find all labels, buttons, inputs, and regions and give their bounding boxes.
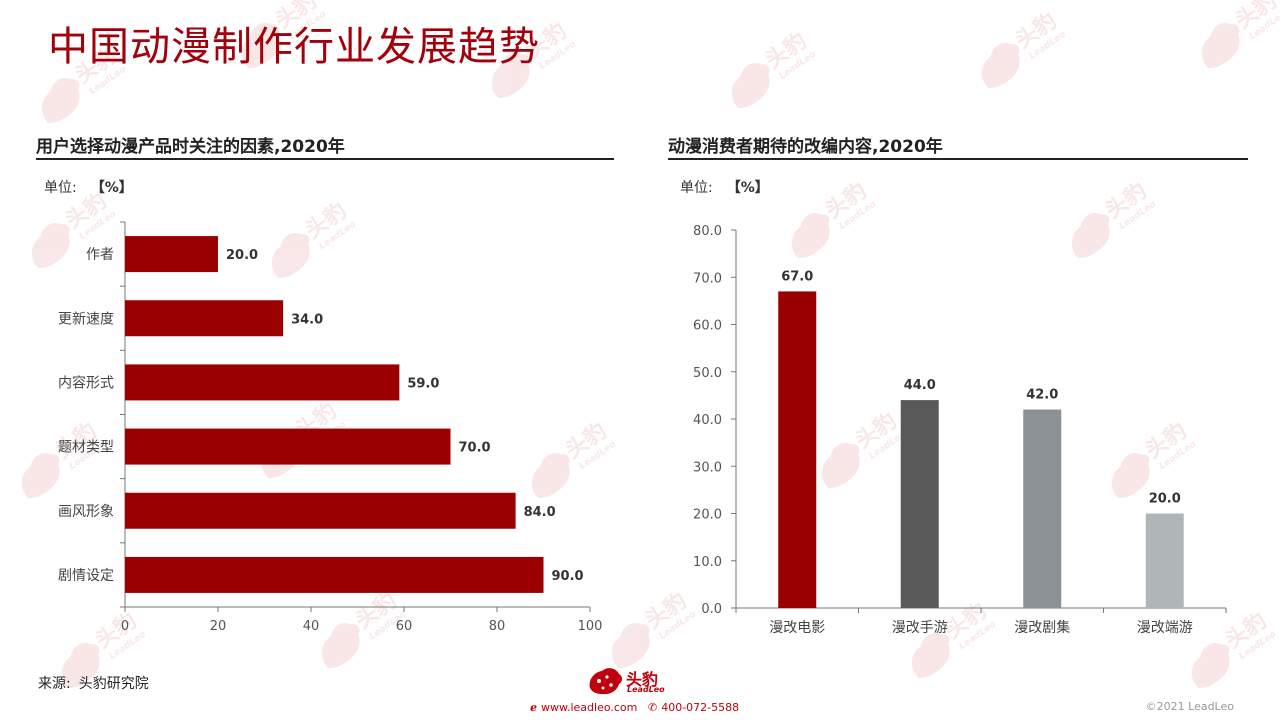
data-label: 44.0 bbox=[904, 378, 936, 393]
horizontal-bar-chart: 0 20 40 60 80 100 作者 20.0 更新速度 34.0 内容形式 59.0 题材类型 70… bbox=[58, 221, 603, 634]
x-tick-label: 80 bbox=[489, 619, 506, 634]
data-label: 90.0 bbox=[552, 569, 584, 584]
logo-text-cn: 头豹 bbox=[626, 670, 659, 689]
source-note: 来源: 头豹研究院 bbox=[38, 673, 149, 693]
right-chart-title-rule bbox=[668, 158, 1248, 160]
page-title: 中国动漫制作行业发展趋势 bbox=[48, 24, 540, 70]
left-chart-title-rule bbox=[36, 158, 614, 160]
y-tick-label: 70.0 bbox=[693, 271, 722, 286]
category-label: 漫改电影 bbox=[769, 620, 825, 636]
category-label: 漫改手游 bbox=[892, 620, 948, 636]
bar bbox=[1023, 409, 1062, 608]
vertical-bar-chart: 0.0 10.0 20.0 30.0 40.0 50.0 60.0 70.0 80.0 67.0 漫… bbox=[693, 224, 1227, 636]
y-tick-label: 60.0 bbox=[693, 319, 722, 334]
y-tick-label: 10.0 bbox=[693, 555, 722, 570]
phone-icon: ✆ bbox=[648, 701, 658, 714]
category-label: 内容形式 bbox=[58, 374, 114, 391]
data-label: 20.0 bbox=[1149, 492, 1181, 507]
y-tick-label: 40.0 bbox=[693, 413, 722, 428]
bar bbox=[125, 492, 516, 529]
source-value: 头豹研究院 bbox=[78, 676, 149, 692]
y-tick-label: 0.0 bbox=[701, 602, 722, 617]
data-label: 59.0 bbox=[407, 376, 439, 391]
bar bbox=[125, 428, 451, 465]
bar bbox=[125, 364, 400, 401]
y-tick-label: 30.0 bbox=[693, 460, 722, 475]
bar bbox=[1145, 513, 1184, 608]
x-tick-label: 60 bbox=[396, 619, 413, 634]
left-unit-value: 【%】 bbox=[90, 180, 133, 196]
leopard-logo-icon bbox=[589, 668, 622, 695]
footer-website[interactable]: ℯ www.leadleo.com bbox=[530, 701, 637, 714]
y-tick-label: 50.0 bbox=[693, 366, 722, 381]
data-label: 20.0 bbox=[226, 248, 258, 263]
x-tick-label: 40 bbox=[303, 619, 320, 634]
leadleo-logo: 头豹 LeadLeo bbox=[586, 664, 676, 700]
category-label: 画风形象 bbox=[58, 504, 114, 520]
bar bbox=[125, 236, 218, 273]
x-tick-label: 20 bbox=[210, 619, 227, 634]
web-icon: ℯ bbox=[530, 701, 537, 714]
category-label: 漫改端游 bbox=[1137, 620, 1193, 636]
category-label: 剧情设定 bbox=[58, 568, 114, 584]
data-label: 67.0 bbox=[781, 269, 813, 284]
data-label: 34.0 bbox=[291, 312, 323, 327]
left-chart-title: 用户选择动漫产品时关注的因素,2020年 bbox=[36, 137, 345, 157]
category-label: 漫改剧集 bbox=[1014, 619, 1070, 636]
right-chart-title: 动漫消费者期待的改编内容,2020年 bbox=[668, 137, 943, 157]
right-unit-value: 【%】 bbox=[726, 180, 769, 196]
right-unit: 单位: 【%】 bbox=[680, 177, 769, 197]
logo-text-en: LeadLeo bbox=[627, 685, 665, 694]
right-unit-label: 单位: bbox=[680, 180, 713, 196]
bar bbox=[125, 556, 544, 593]
bar bbox=[900, 400, 939, 608]
bar bbox=[778, 291, 817, 608]
data-label: 70.0 bbox=[459, 441, 491, 456]
category-label: 作者 bbox=[86, 247, 114, 263]
category-label: 更新速度 bbox=[58, 311, 114, 327]
x-tick-label: 0 bbox=[121, 619, 129, 634]
footer-phone: ✆ 400-072-5588 bbox=[648, 701, 739, 714]
y-tick-label: 20.0 bbox=[693, 508, 722, 523]
website-text: www.leadleo.com bbox=[541, 701, 638, 714]
left-unit: 单位: 【%】 bbox=[44, 177, 133, 197]
phone-text: 400-072-5588 bbox=[661, 701, 740, 714]
left-unit-label: 单位: bbox=[44, 180, 77, 196]
source-label: 来源: bbox=[38, 676, 71, 692]
data-label: 84.0 bbox=[524, 505, 556, 520]
y-tick-label: 80.0 bbox=[693, 224, 722, 239]
category-label: 题材类型 bbox=[58, 440, 114, 456]
x-tick-label: 100 bbox=[578, 619, 603, 634]
bar bbox=[125, 300, 284, 337]
copyright: ©2021 LeadLeo bbox=[1145, 700, 1234, 713]
data-label: 42.0 bbox=[1026, 388, 1058, 403]
